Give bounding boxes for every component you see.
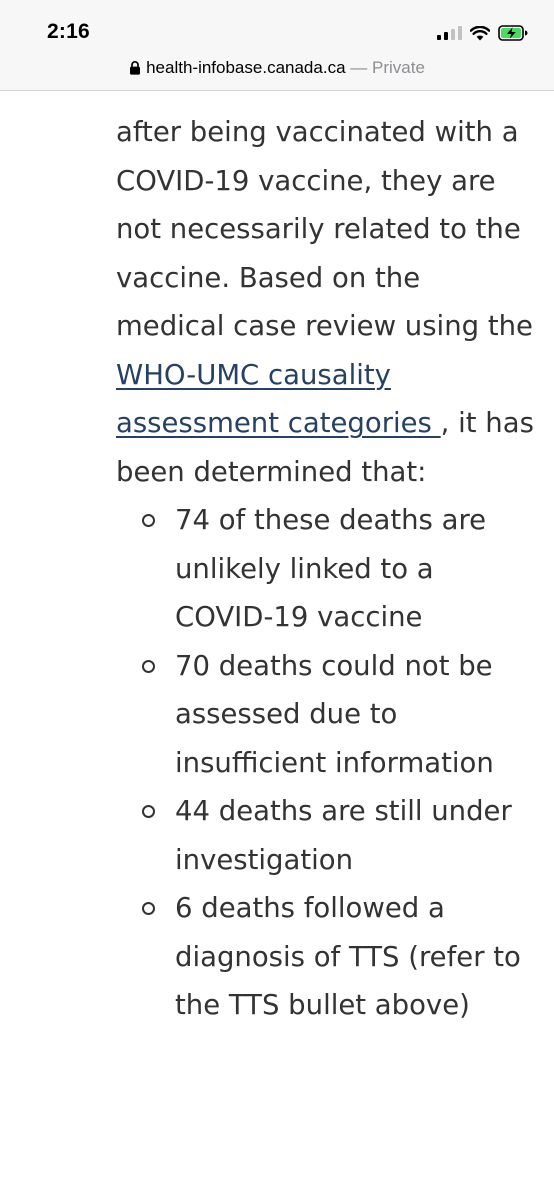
private-mode-label: Private <box>371 58 425 77</box>
list-item: 74 of these deaths are unlikely linked t… <box>142 496 536 642</box>
url-bar[interactable]: health-infobase.canada.ca — Private <box>0 56 554 90</box>
who-umc-link[interactable]: WHO-UMC causality assessment categories <box>116 358 441 440</box>
battery-charging-icon <box>498 25 528 41</box>
list-item: 44 deaths are still under investigation <box>142 787 536 884</box>
wifi-icon <box>470 25 490 40</box>
paragraph-text-end: , it has been determined that: <box>116 407 534 488</box>
url-separator: — <box>345 58 372 77</box>
status-time: 2:16 <box>47 20 90 43</box>
status-icons <box>437 22 528 44</box>
status-bar: 2:16 <box>0 0 554 60</box>
paragraph-text: after being vaccinated with a COVID-19 v… <box>116 116 533 342</box>
list-item: 70 deaths could not be assessed due to i… <box>142 642 536 788</box>
intro-paragraph: after being vaccinated with a COVID-19 v… <box>116 108 536 496</box>
url-text: health-infobase.canada.ca <box>146 58 346 77</box>
deaths-breakdown-list: 74 of these deaths are unlikely linked t… <box>116 496 536 1030</box>
cellular-signal-icon <box>437 26 462 40</box>
lock-icon <box>130 61 141 75</box>
chrome-divider <box>0 90 554 91</box>
address-display[interactable]: health-infobase.canada.ca — Private <box>0 58 554 78</box>
list-item: 6 deaths followed a diagnosis of TTS (re… <box>142 884 536 1030</box>
article-content: after being vaccinated with a COVID-19 v… <box>116 108 536 1030</box>
